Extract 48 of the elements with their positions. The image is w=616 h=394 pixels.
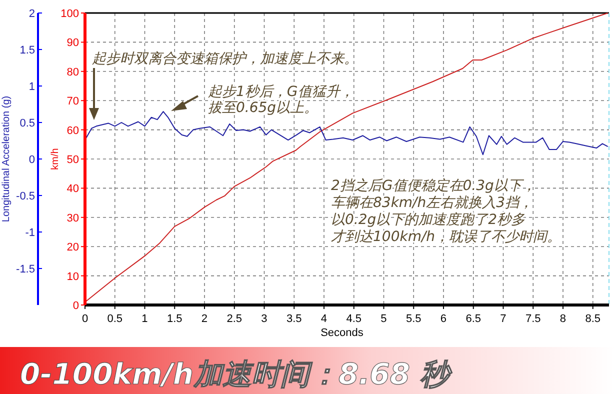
- x-tick-label: 0: [82, 313, 88, 325]
- y2-tick-label: -0.5: [16, 190, 35, 202]
- y-tick-label: 0: [72, 300, 79, 312]
- x-tick-label: 8: [560, 313, 566, 325]
- y-tick-label: 10: [66, 270, 79, 283]
- x-tick-label: 1: [142, 313, 148, 325]
- x-tick-label: 3: [261, 313, 268, 325]
- x-tick-label: 0.5: [107, 313, 123, 325]
- y-tick-label: 60: [66, 124, 79, 137]
- x-tick-label: 6.5: [466, 313, 482, 325]
- y-tick-label: 70: [66, 96, 79, 108]
- y-tick-label: 20: [66, 242, 79, 254]
- x-tick-label: 5.5: [406, 313, 422, 325]
- y2-tick-label: 0.5: [20, 118, 35, 130]
- x-tick-label: 1.5: [166, 313, 182, 325]
- text: 0-100km/h加速时间：8.68 秒: [20, 357, 454, 391]
- annotation: 以0.2g以下的加速度跑了2秒多: [331, 212, 526, 228]
- x-tick-label: 7.5: [525, 313, 541, 325]
- y-tick-label: 50: [66, 154, 79, 166]
- x-tick-label: 2.5: [226, 313, 242, 325]
- x-tick-label: 6: [440, 313, 447, 325]
- y-tick-label: 100: [60, 8, 79, 20]
- y-tick-label: 90: [66, 37, 79, 50]
- x-tick-label: 2: [201, 313, 208, 325]
- annotation: 起步时双离合变速箱保护，加速度上不来。: [92, 51, 358, 67]
- x-tick-label: 3.5: [286, 313, 302, 325]
- x-tick-label: 8.5: [585, 313, 601, 325]
- annotation: 起步1秒后，G值猛升，: [208, 84, 354, 100]
- x-axis-title: Seconds: [320, 327, 364, 339]
- x-tick-label: 5: [380, 313, 387, 325]
- y-tick-label: 40: [66, 183, 79, 196]
- x-tick-label: 4.5: [346, 313, 362, 325]
- y2-tick-label: -1: [25, 227, 35, 239]
- x-tick-label: 4: [320, 313, 328, 325]
- line-series: [84, 12, 608, 303]
- y2-tick-label: 2: [28, 8, 35, 20]
- y-tick-label: 80: [66, 66, 79, 78]
- y-axis-title: km/h: [50, 148, 61, 170]
- y2-tick-label: 1: [28, 81, 35, 93]
- y2-tick-label: -1.5: [16, 264, 35, 276]
- annotation: 才到达100km/h，耽误了不少时间。: [331, 229, 562, 245]
- annotation: 拔至0.65g以上。: [208, 100, 318, 116]
- x-tick-label: 7: [500, 313, 506, 325]
- y2-tick-label: 0: [28, 154, 35, 166]
- annotation: 车辆在83km/h左右就换入3挡，: [331, 195, 534, 211]
- y2-tick-label: 1.5: [20, 44, 35, 56]
- y-tick-label: 30: [66, 212, 79, 224]
- y2-axis-title: Longitudinal Acceleration (g): [1, 96, 12, 222]
